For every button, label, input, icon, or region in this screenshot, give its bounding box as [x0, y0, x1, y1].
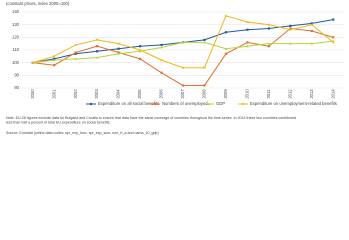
marker — [332, 18, 335, 21]
marker — [267, 23, 271, 26]
marker — [224, 14, 228, 18]
marker — [267, 42, 271, 45]
marker — [203, 84, 206, 87]
series-line — [32, 27, 334, 86]
marker — [310, 29, 313, 33]
marker — [160, 58, 163, 62]
y-tick-label: 100 — [12, 60, 20, 65]
marker — [74, 57, 77, 60]
x-tick-label: 2007 — [180, 89, 185, 99]
legend-marker — [89, 102, 93, 106]
marker — [203, 41, 206, 44]
x-tick-label: 2002 — [73, 89, 78, 99]
x-tick-label: 2008 — [202, 89, 207, 99]
marker — [138, 57, 142, 60]
y-tick-label: 140 — [12, 9, 20, 14]
x-tick-label: 2006 — [159, 89, 164, 99]
y-tick-label: 120 — [12, 34, 20, 39]
legend-label: GDP — [216, 101, 225, 106]
marker — [181, 84, 185, 87]
x-tick-label: 2013 — [309, 89, 314, 99]
legend-marker — [153, 102, 157, 106]
legend-label: Expenditure on unemployment-related bene… — [250, 101, 337, 106]
marker — [117, 47, 120, 50]
marker — [95, 38, 99, 42]
x-tick-label: 2005 — [137, 89, 142, 99]
marker — [74, 43, 77, 47]
marker — [181, 66, 185, 70]
x-tick-label: 2014 — [330, 89, 335, 99]
marker — [74, 51, 77, 54]
x-tick-label: 2000 — [30, 89, 35, 99]
marker — [181, 41, 185, 44]
x-tick-label: 2001 — [51, 89, 56, 99]
marker — [289, 28, 292, 32]
marker — [138, 49, 142, 53]
y-tick-label: 80 — [14, 85, 19, 90]
marker — [331, 41, 335, 44]
marker — [138, 48, 142, 52]
marker — [52, 55, 56, 58]
marker — [31, 61, 35, 64]
marker — [310, 22, 313, 25]
marker — [289, 42, 292, 45]
marker — [289, 24, 292, 28]
x-tick-label: 2012 — [287, 89, 292, 99]
marker — [52, 58, 56, 62]
marker — [246, 41, 249, 44]
marker — [246, 20, 249, 24]
marker — [74, 52, 77, 55]
marker — [160, 46, 163, 49]
y-tick-label: 110 — [12, 47, 19, 52]
y-tick-label: 90 — [14, 72, 19, 77]
marker — [96, 45, 99, 48]
x-tick-label: 2003 — [94, 89, 99, 99]
note: Note: EU-28 figures exclude data for Bul… — [6, 116, 296, 125]
legend-marker — [241, 102, 245, 106]
marker — [267, 27, 270, 30]
legend-marker — [207, 102, 211, 105]
marker — [224, 47, 228, 50]
marker — [203, 38, 206, 41]
legend-label: Numbers of unemployed — [162, 101, 208, 106]
marker — [96, 50, 99, 53]
chart-title: (constant prices, index 2000=100) — [6, 1, 70, 6]
marker — [95, 56, 99, 59]
marker — [117, 42, 120, 45]
marker — [246, 28, 249, 31]
marker — [160, 71, 163, 74]
marker — [224, 52, 228, 55]
legend-label: Expenditure on all social benefits — [98, 101, 159, 106]
marker — [224, 31, 228, 34]
marker — [138, 45, 142, 48]
marker — [203, 66, 206, 70]
x-tick-label: 2009 — [223, 89, 228, 99]
x-tick-label: 2011 — [266, 89, 271, 99]
marker — [117, 52, 120, 55]
marker — [289, 27, 292, 30]
x-tick-label: 2010 — [245, 89, 250, 99]
marker — [332, 36, 335, 39]
x-tick-label: 2004 — [116, 89, 121, 99]
marker — [53, 64, 56, 67]
marker — [246, 44, 249, 48]
y-tick-label: 130 — [12, 22, 20, 27]
source: Source: Eurostat (online data codes: spr… — [6, 131, 159, 135]
marker — [267, 45, 270, 48]
marker — [160, 43, 163, 47]
marker — [310, 42, 314, 45]
marker — [310, 23, 314, 26]
chart: (constant prices, index 2000=100) Note: … — [6, 1, 344, 135]
